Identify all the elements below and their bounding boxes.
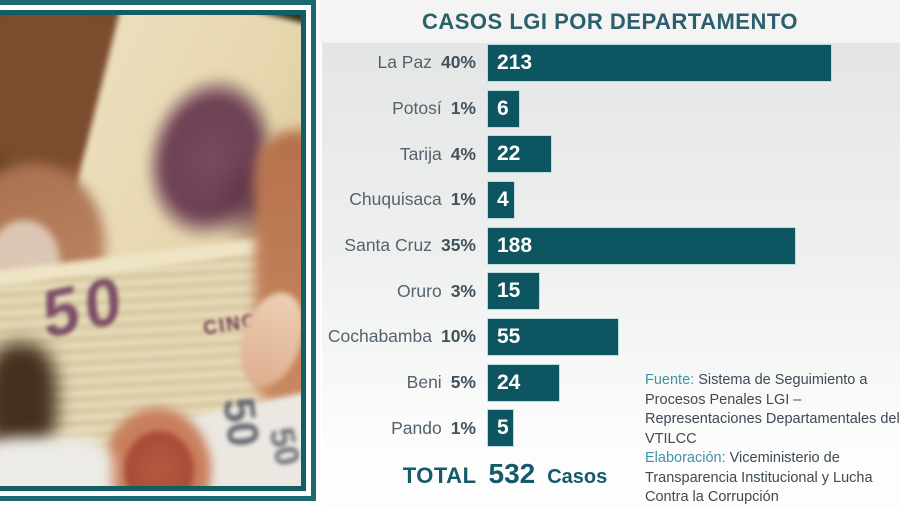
- photo-frame-outer: 50 CINC 50 50: [0, 0, 316, 501]
- dept-percent: 1%: [450, 189, 476, 210]
- bar: 5: [488, 410, 513, 447]
- bar-row-chuquisaca: Chuquisaca 1% 4: [320, 177, 898, 223]
- bar-value: 15: [497, 279, 521, 303]
- bar: 55: [488, 318, 618, 355]
- bar-row-tarija: Tarija 4% 22: [320, 131, 898, 177]
- bar-row-santa-cruz: Santa Cruz 35% 188: [320, 223, 898, 269]
- row-label: La Paz 40%: [320, 52, 476, 73]
- bar-value: 4: [497, 187, 509, 211]
- row-label: Beni 5%: [320, 372, 476, 393]
- dept-percent: 3%: [450, 280, 476, 301]
- bar: 4: [488, 181, 514, 218]
- row-label: Pando 1%: [320, 418, 476, 439]
- dept-name: Chuquisaca: [349, 189, 442, 210]
- total-row: TOTAL 532 Casos: [380, 458, 630, 490]
- row-label: Tarija 4%: [320, 144, 476, 165]
- bar-value: 24: [497, 370, 521, 394]
- row-label: Oruro 3%: [320, 281, 476, 302]
- row-label: Santa Cruz 35%: [320, 235, 476, 256]
- bar-row-cochabamba: Cochabamba 10% 55: [320, 314, 898, 360]
- chart-panel: [322, 43, 900, 507]
- dept-name: Beni: [406, 372, 442, 393]
- light-cloth-bottom-left: [0, 437, 113, 486]
- bar: 6: [488, 90, 519, 127]
- bar: 22: [488, 136, 551, 173]
- source-fuente: Fuente: Sistema de Seguimiento a Proceso…: [645, 371, 900, 449]
- dept-percent: 1%: [450, 417, 476, 438]
- bar-row-pando: Pando 1% 5: [320, 406, 898, 452]
- dept-percent: 5%: [450, 372, 476, 393]
- bar-value: 213: [497, 50, 533, 74]
- dept-name: Oruro: [396, 280, 442, 301]
- bar: 15: [488, 273, 539, 310]
- dept-percent: 40%: [440, 52, 476, 73]
- chart-title-strip: CASOS LGI POR DEPARTAMENTO: [320, 0, 900, 43]
- row-label: Potosí 1%: [320, 98, 476, 119]
- photo-frame-inner: 50 CINC 50 50: [0, 10, 306, 491]
- bar: 188: [488, 227, 795, 264]
- chart-title: CASOS LGI POR DEPARTAMENTO: [421, 8, 799, 34]
- bar-row-beni: Beni 5% 24: [320, 360, 898, 406]
- bar-value: 188: [497, 233, 533, 257]
- source-block: Fuente: Sistema de Seguimiento a Proceso…: [645, 371, 900, 507]
- chart-block: CASOS LGI POR DEPARTAMENTO La Paz 40% 213…: [320, 0, 900, 507]
- elaboracion-label: Elaboración:: [645, 450, 726, 466]
- fuente-label: Fuente:: [645, 372, 695, 388]
- bar: 24: [488, 364, 559, 401]
- total-unit: Casos: [547, 466, 608, 488]
- dept-percent: 35%: [440, 235, 476, 256]
- dept-percent: 4%: [450, 143, 476, 164]
- dept-name: Cochabamba: [327, 326, 432, 347]
- fuente-text: Sistema de Seguimiento a Procesos Penale…: [645, 372, 900, 447]
- fingertip-nail: [124, 431, 194, 486]
- dept-name: Potosí: [392, 98, 442, 119]
- dept-percent: 1%: [450, 98, 476, 119]
- bar-row-potosi: Potosí 1% 6: [320, 86, 898, 132]
- dept-percent: 10%: [440, 326, 476, 347]
- bar-rows: La Paz 40% 213 Potosí 1% 6 Tarija 4% 22 Chu…: [320, 40, 898, 451]
- source-elaboracion: Elaboración: Viceministerio de Transpare…: [645, 449, 900, 507]
- elaboracion-text: Viceministerio de Transparencia Instituc…: [645, 450, 873, 505]
- bar-value: 22: [497, 142, 521, 166]
- total-label: TOTAL: [402, 463, 477, 488]
- row-label: Chuquisaca 1%: [320, 189, 476, 210]
- bar-value: 55: [497, 324, 521, 348]
- money-counting-photo: 50 CINC 50 50: [0, 15, 301, 486]
- dept-name: Pando: [391, 417, 442, 438]
- dept-name: La Paz: [377, 52, 432, 73]
- bar-row-oruro: Oruro 3% 15: [320, 268, 898, 314]
- dept-name: Tarija: [399, 143, 442, 164]
- dept-name: Santa Cruz: [344, 235, 432, 256]
- bar-row-la-paz: La Paz 40% 213: [320, 40, 898, 86]
- bar: 213: [488, 44, 831, 81]
- total-value: 532: [488, 458, 536, 489]
- row-label: Cochabamba 10%: [320, 326, 476, 347]
- bar-value: 6: [497, 96, 509, 120]
- bar-value: 5: [497, 416, 509, 440]
